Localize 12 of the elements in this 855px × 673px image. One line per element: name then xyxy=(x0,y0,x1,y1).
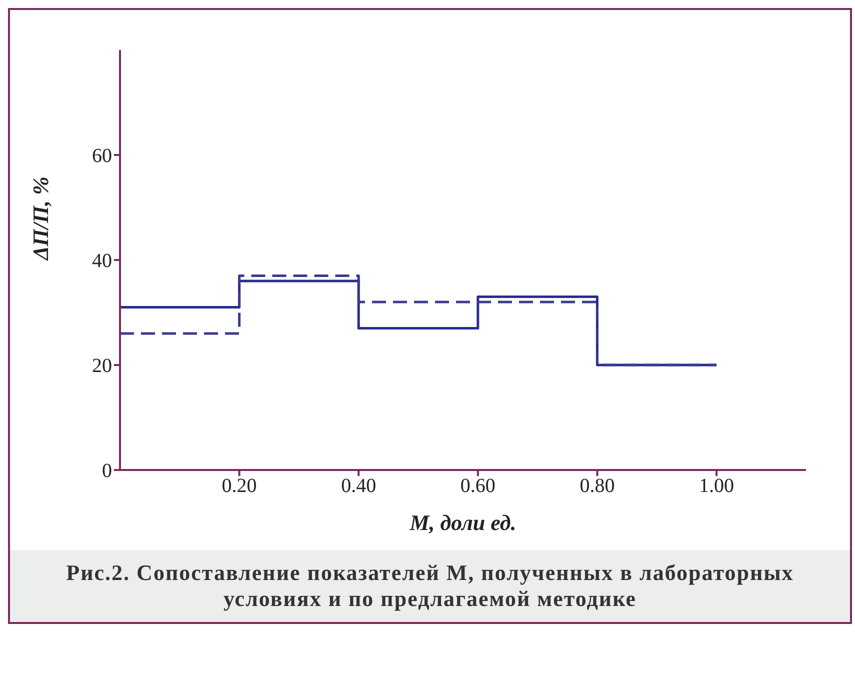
y-axis-title: ΔП/П, % xyxy=(28,176,53,261)
x-tick-label: 0.40 xyxy=(341,475,376,498)
x-tick-label: 0.80 xyxy=(580,475,615,498)
x-tick-label: 1.00 xyxy=(699,475,734,498)
text: Рис.2. Сопоставление показателей M, полученных в лабораторных условиях и по предлагаемой методике xyxy=(10,550,850,622)
y-tick-label: 0 xyxy=(102,460,112,482)
x-tick-label: 0.60 xyxy=(460,475,496,498)
y-tick-label: 60 xyxy=(92,145,112,168)
x-tick-label: 0.20 xyxy=(222,475,257,498)
y-tick-label: 20 xyxy=(92,355,112,378)
y-tick-label: 40 xyxy=(92,250,112,272)
x-axis-title: M, доли ед. xyxy=(408,510,516,535)
